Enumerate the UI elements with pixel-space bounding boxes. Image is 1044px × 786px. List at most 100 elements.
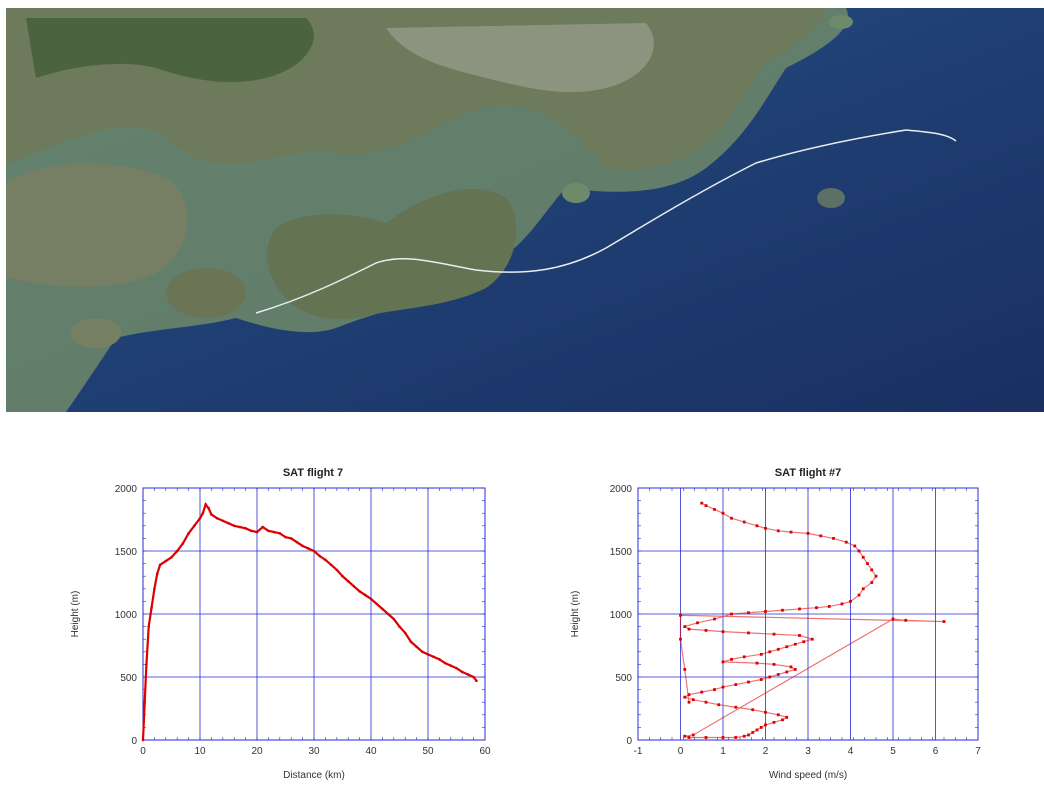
data-point: [730, 612, 733, 616]
data-point: [307, 547, 310, 550]
data-point: [460, 670, 464, 674]
x-tick-label: 7: [975, 746, 981, 757]
data-point: [341, 574, 344, 578]
data-point: [210, 513, 213, 516]
y-tick-label: 1500: [115, 547, 138, 558]
data-point: [683, 625, 687, 628]
data-point: [381, 607, 384, 611]
data-point: [721, 685, 725, 689]
data-marks: [141, 502, 478, 742]
data-point: [793, 642, 797, 646]
data-point: [721, 511, 725, 515]
x-tick-label: 4: [848, 746, 854, 757]
data-point: [785, 715, 789, 719]
data-point: [193, 524, 196, 528]
x-tick-label: 1: [720, 746, 726, 757]
data-point: [832, 537, 835, 540]
flight-track: [255, 129, 957, 314]
data-point: [155, 572, 159, 575]
data-point: [815, 606, 818, 610]
x-tick-label: 10: [194, 746, 206, 757]
data-point: [798, 634, 801, 637]
data-point: [472, 675, 475, 679]
data-point: [734, 683, 738, 686]
data-point: [683, 668, 687, 671]
data-point: [421, 650, 424, 654]
data-point: [747, 733, 750, 737]
data-point: [764, 610, 767, 613]
data-point: [324, 558, 327, 562]
data-point: [295, 540, 299, 544]
data-point: [221, 519, 225, 523]
x-tick-label: 30: [308, 746, 320, 757]
data-point: [204, 503, 207, 506]
data-marks: [679, 501, 946, 739]
data-point: [683, 695, 687, 699]
x-tick-label: 50: [422, 746, 434, 757]
data-point: [768, 675, 772, 679]
data-point: [201, 511, 205, 515]
data-point: [403, 631, 407, 635]
data-point: [369, 597, 373, 601]
island-small-5: [562, 183, 590, 203]
y-tick-label: 1500: [610, 547, 633, 558]
data-point: [742, 655, 746, 659]
data-point: [776, 673, 780, 676]
data-point: [755, 661, 759, 665]
data-point: [312, 549, 316, 553]
data-point: [704, 700, 708, 704]
chart-title: SAT flight #7: [775, 467, 841, 479]
data-point: [261, 525, 264, 529]
data-point: [392, 617, 396, 621]
data-point: [717, 703, 721, 707]
data-point: [747, 611, 750, 615]
y-axis-label: Height (m): [70, 591, 81, 638]
data-point: [764, 723, 767, 727]
data-point: [849, 600, 852, 603]
data-point: [455, 666, 458, 670]
x-tick-label: 60: [479, 746, 491, 757]
data-point: [227, 521, 230, 525]
x-axis-label: Wind speed (m/s): [769, 770, 847, 781]
data-point: [810, 637, 814, 641]
data-point: [742, 520, 746, 524]
data-point: [238, 525, 242, 529]
data-point: [700, 690, 704, 694]
data-point: [687, 693, 691, 697]
data-point: [164, 559, 168, 563]
data-point: [776, 647, 780, 651]
y-axis-label: Height (m): [570, 591, 581, 638]
data-point: [870, 568, 874, 572]
urban-area: [386, 23, 654, 93]
data-point: [141, 738, 145, 742]
y-tick-label: 1000: [610, 610, 633, 621]
data-point: [734, 705, 738, 709]
data-point: [853, 544, 857, 548]
data-point: [755, 524, 759, 528]
data-point: [793, 668, 797, 671]
y-tick-label: 2000: [610, 484, 633, 495]
data-point: [942, 620, 946, 623]
data-point: [153, 587, 156, 591]
data-point: [147, 625, 150, 628]
data-point: [747, 631, 750, 635]
data-point: [751, 708, 755, 712]
data-point: [819, 534, 823, 538]
island-small-1: [166, 268, 246, 318]
data-point: [398, 625, 401, 628]
data-point: [301, 544, 304, 548]
y-tick-label: 1000: [115, 610, 138, 621]
data-point: [768, 650, 772, 654]
data-point: [751, 731, 755, 734]
data-point: [904, 618, 908, 622]
data-point: [861, 587, 865, 591]
x-tick-label: -1: [634, 746, 643, 757]
data-point: [364, 593, 367, 597]
x-tick-label: 6: [933, 746, 939, 757]
data-point: [284, 535, 287, 539]
data-point: [683, 734, 687, 738]
data-point: [764, 710, 767, 714]
data-point: [776, 713, 780, 717]
data-point: [687, 736, 691, 739]
data-point: [857, 549, 861, 553]
